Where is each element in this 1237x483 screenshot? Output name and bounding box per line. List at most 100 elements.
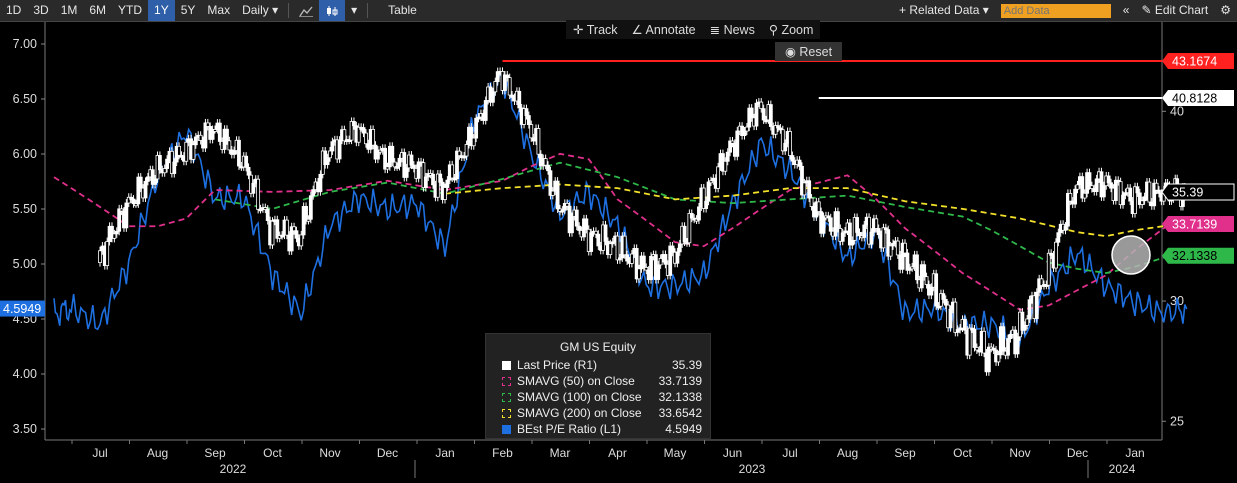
candle-body	[790, 155, 795, 162]
candle-body	[754, 102, 759, 127]
range-6m[interactable]: 6M	[89, 3, 107, 17]
candle-body	[356, 126, 361, 143]
range-1d[interactable]: 1D	[6, 3, 22, 17]
legend-row-sma200[interactable]: SMAVG (200) on Close 33.6542	[486, 405, 710, 421]
legend-title: GM US Equity	[559, 340, 637, 354]
candle-body	[464, 144, 469, 157]
candle-body	[105, 241, 110, 266]
line-chart-icon[interactable]	[293, 0, 319, 21]
candle-body	[802, 182, 807, 196]
legend-label: Last Price (R1)	[517, 358, 598, 372]
range-ytd[interactable]: YTD	[118, 3, 143, 17]
reset-button[interactable]: ◉ Reset	[775, 42, 843, 61]
candle-body	[809, 197, 814, 207]
candle-body	[869, 231, 874, 245]
candle-body	[119, 208, 124, 212]
candle-body	[172, 161, 177, 174]
candle-body	[349, 121, 354, 141]
candle-body	[962, 319, 967, 331]
news-tool[interactable]: ≣ News	[703, 20, 762, 39]
candle-body	[1142, 196, 1147, 202]
news-label: News	[723, 23, 755, 37]
candle-body	[622, 235, 627, 256]
range-1m[interactable]: 1M	[60, 3, 78, 17]
magnifier-icon: ⚲	[768, 23, 778, 37]
collapse-icon[interactable]: «	[1122, 3, 1130, 17]
candle-body	[476, 116, 481, 120]
left-tick-label: 4.00	[13, 367, 37, 381]
candle-body	[1063, 225, 1068, 231]
candle-body	[184, 141, 189, 162]
annotate-tool[interactable]: ∠ Annotate	[625, 20, 703, 39]
legend-swatch	[502, 424, 511, 434]
candle-body	[352, 121, 356, 127]
candle-body	[876, 228, 881, 236]
legend-row-sma50[interactable]: SMAVG (50) on Close 33.7139	[486, 373, 710, 389]
candle-body	[759, 101, 764, 110]
candle-body	[114, 230, 119, 235]
x-year-label: 2023	[739, 462, 766, 476]
candle-body	[502, 74, 507, 91]
table-button[interactable]: Table	[388, 3, 417, 17]
value-tag-label: 40.8128	[1172, 92, 1217, 106]
candle-body	[629, 253, 634, 264]
candle-body	[675, 251, 680, 264]
candle-body	[205, 122, 210, 127]
legend-row-sma100[interactable]: SMAVG (100) on Close 32.1338	[486, 389, 710, 405]
track-tool[interactable]: ✛ Track	[566, 20, 625, 39]
candle-body	[857, 232, 862, 237]
candle-body	[1135, 186, 1140, 194]
range-1y[interactable]: 1Y	[148, 0, 175, 21]
candle-body	[522, 108, 526, 125]
candle-body	[450, 164, 455, 179]
candle-body	[157, 155, 162, 171]
related-data-button[interactable]: + Related Data ▾	[893, 0, 995, 21]
legend-row-pe[interactable]: BEst P/E Ratio (L1) 4.5949	[486, 421, 710, 437]
candle-body	[491, 91, 495, 103]
range-max[interactable]: Max	[207, 3, 231, 17]
candle-body	[697, 206, 701, 221]
candle-body	[1154, 182, 1159, 191]
candle-body	[589, 232, 594, 252]
candle-body	[565, 202, 570, 207]
x-tick-label: Jan	[435, 446, 454, 460]
candle-body	[524, 108, 529, 116]
gear-icon[interactable]: ⚙	[1220, 3, 1231, 17]
candle-body	[543, 158, 548, 166]
annotate-label: Annotate	[645, 23, 696, 37]
candle-body	[390, 145, 395, 163]
left-tick-label: 5.50	[13, 202, 37, 216]
candle-body	[455, 150, 459, 180]
range-5y[interactable]: 5Y	[180, 3, 196, 17]
range-3d[interactable]: 3D	[33, 3, 49, 17]
candle-body	[768, 104, 773, 127]
edit-chart-button[interactable]: ✎ Edit Chart	[1135, 0, 1214, 21]
candle-body	[658, 258, 663, 266]
legend-row-price[interactable]: Last Price (R1) 35.39	[486, 357, 710, 373]
candle-body	[972, 328, 977, 348]
add-data-input[interactable]	[1000, 3, 1111, 18]
candle-body	[280, 234, 284, 238]
candle-body	[584, 218, 589, 230]
candle-body	[1113, 179, 1118, 201]
candle-body	[517, 90, 522, 109]
legend-value: 35.39	[671, 358, 702, 372]
candle-body	[495, 71, 500, 82]
candle-body	[723, 160, 728, 172]
chart-type-dropdown-icon[interactable]: ▾	[351, 3, 358, 17]
candle-body	[1046, 252, 1051, 286]
left-tick-label: 5.00	[13, 257, 37, 271]
track-label: Track	[586, 23, 618, 37]
candle-body	[991, 347, 996, 351]
candle-body	[474, 117, 479, 139]
candle-body	[203, 122, 208, 149]
candlestick-icon[interactable]	[319, 0, 346, 21]
candle-body	[555, 180, 560, 210]
candle-body	[409, 154, 414, 166]
candle-body	[1027, 299, 1032, 320]
zoom-tool[interactable]: ⚲ Zoom	[762, 20, 821, 39]
candle-body	[886, 229, 891, 257]
candle-body	[958, 327, 963, 331]
frequency-select[interactable]: Daily ▾	[236, 0, 284, 21]
